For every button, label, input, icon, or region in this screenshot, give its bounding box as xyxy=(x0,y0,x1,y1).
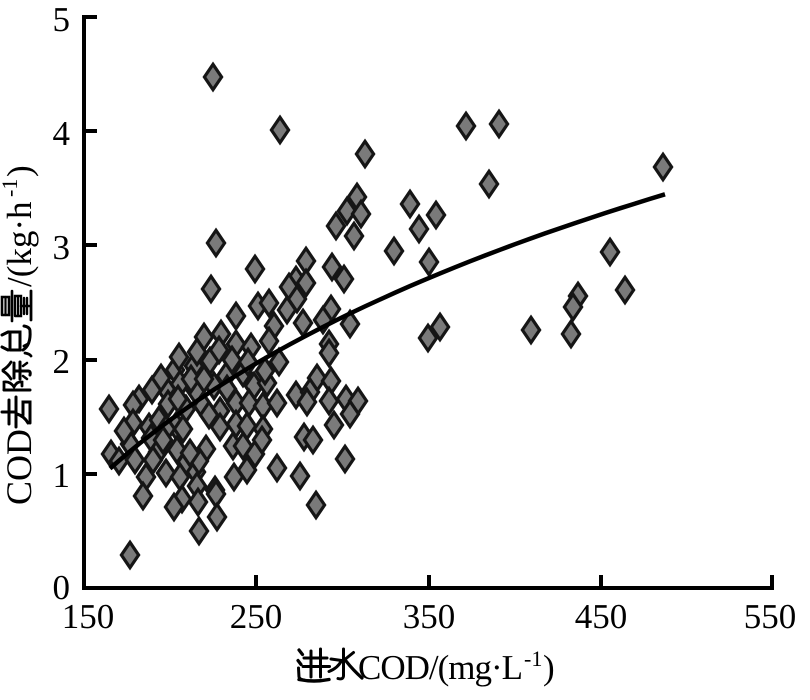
svg-text:0: 0 xyxy=(53,568,71,607)
svg-text:350: 350 xyxy=(403,597,456,636)
svg-text:5: 5 xyxy=(53,0,71,39)
svg-text:): ) xyxy=(0,165,39,177)
svg-text:3: 3 xyxy=(53,228,71,267)
svg-text:): ) xyxy=(543,648,555,687)
svg-text:/(kg·h: /(kg·h xyxy=(0,201,39,287)
svg-text:450: 450 xyxy=(575,597,628,636)
svg-text:-1: -1 xyxy=(524,646,542,671)
svg-text:4: 4 xyxy=(53,114,71,153)
svg-text:-1: -1 xyxy=(0,179,22,197)
svg-text:COD: COD xyxy=(0,429,39,505)
svg-text:550: 550 xyxy=(744,597,797,636)
svg-text:COD/(mg·L: COD/(mg·L xyxy=(358,648,522,687)
svg-text:150: 150 xyxy=(62,597,115,636)
svg-text:1: 1 xyxy=(53,456,71,495)
svg-text:250: 250 xyxy=(230,597,283,636)
svg-text:2: 2 xyxy=(53,342,71,381)
